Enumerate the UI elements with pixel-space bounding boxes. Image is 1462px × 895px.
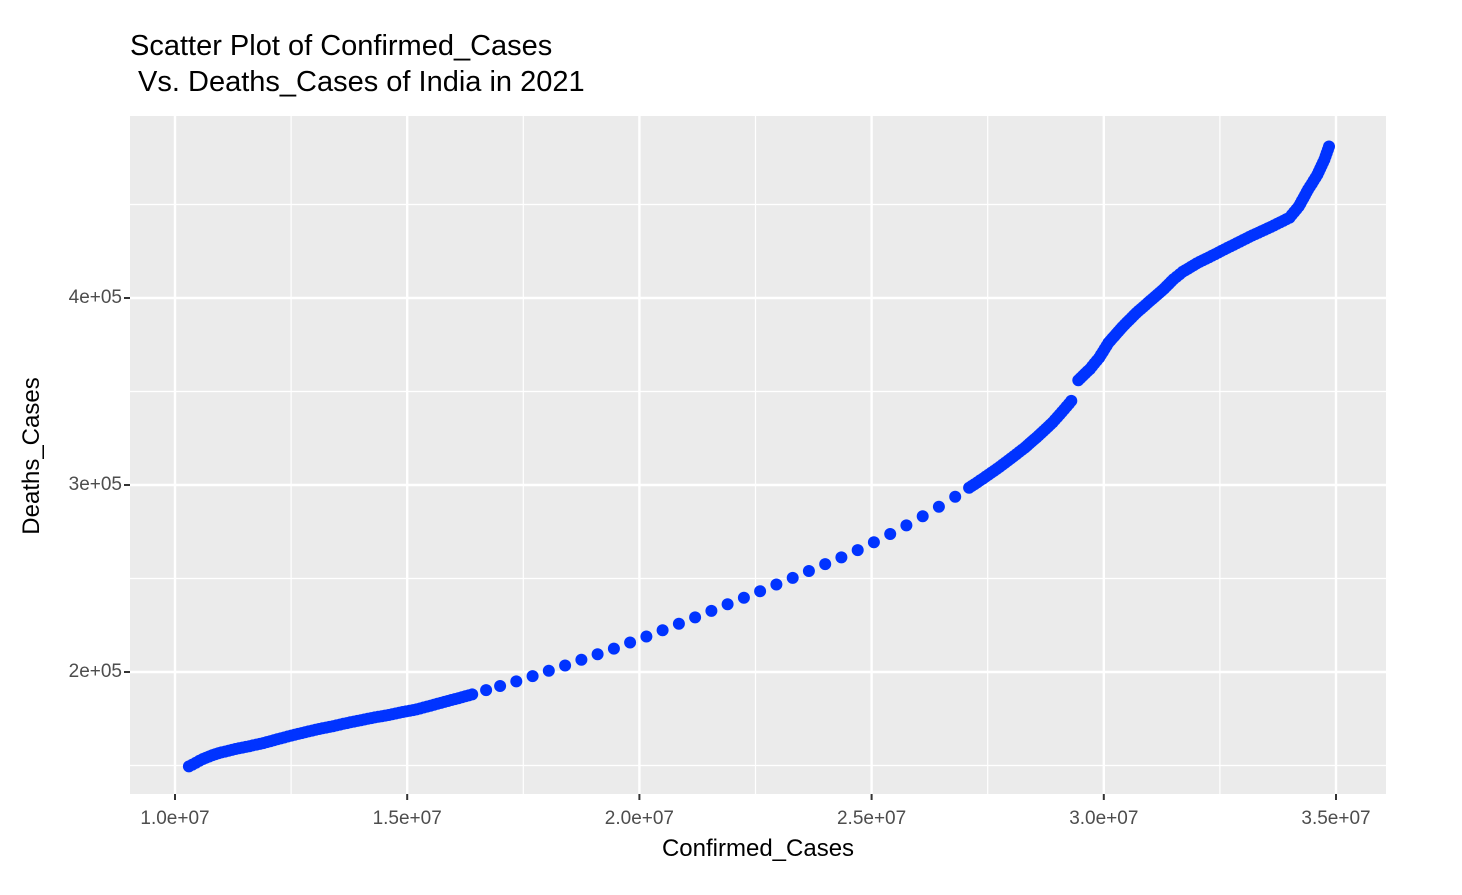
data-point — [705, 604, 718, 617]
x-axis-label: Confirmed_Cases — [661, 835, 855, 862]
data-point — [835, 551, 848, 564]
data-point — [1065, 394, 1078, 407]
data-point — [884, 528, 897, 540]
data-point — [526, 670, 539, 683]
data-point — [737, 591, 750, 604]
data-point — [494, 680, 507, 692]
y-axis-label: Deaths_Cases — [18, 377, 45, 535]
data-point — [575, 653, 588, 666]
data-point — [754, 585, 767, 598]
data-point — [466, 688, 479, 701]
plot-panel — [130, 116, 1386, 794]
x-tick-label: 2.0e+07 — [604, 808, 674, 829]
y-tick-label: 2e+05 — [68, 661, 122, 682]
data-point — [786, 571, 799, 584]
data-point — [656, 624, 669, 637]
x-tick-label: 3.5e+07 — [1301, 808, 1371, 829]
data-point — [672, 617, 685, 630]
data-point — [1323, 140, 1335, 153]
data-point — [510, 675, 523, 688]
x-tick-label: 2.5e+07 — [836, 808, 907, 829]
data-point — [819, 558, 832, 571]
scatter-points — [182, 140, 1335, 773]
y-tick-label: 4e+05 — [68, 287, 122, 308]
data-point — [916, 510, 929, 523]
data-point — [624, 636, 637, 649]
data-point — [867, 536, 880, 549]
data-point — [770, 578, 783, 591]
data-point — [900, 519, 913, 532]
data-point — [607, 642, 620, 655]
data-point — [721, 598, 734, 611]
data-point — [542, 664, 555, 677]
x-tick-label: 3.0e+07 — [1069, 808, 1139, 829]
y-tick-label: 3e+05 — [68, 474, 122, 495]
data-point — [480, 684, 493, 697]
chart-title: Scatter Plot of Confirmed_Cases Vs. Deat… — [130, 30, 585, 98]
data-point — [559, 659, 572, 672]
data-point — [949, 490, 962, 503]
data-point — [932, 500, 945, 513]
data-point — [689, 611, 702, 624]
data-point — [802, 565, 815, 577]
x-tick-label: 1.5e+07 — [372, 808, 442, 829]
data-point — [851, 544, 864, 557]
data-point — [591, 648, 604, 661]
x-tick-label: 1.0e+07 — [140, 808, 210, 829]
data-point — [640, 630, 653, 643]
